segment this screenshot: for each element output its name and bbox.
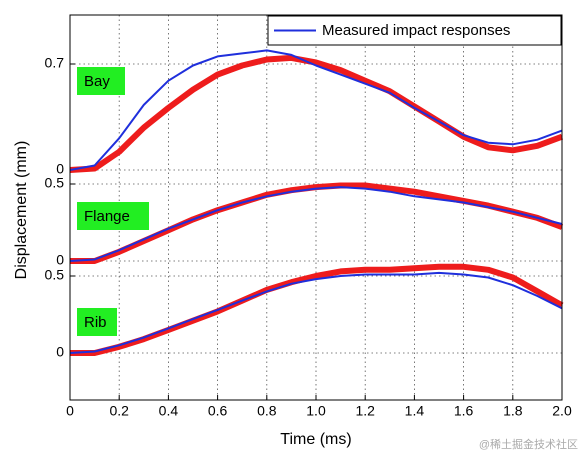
x-tick-label: 1.6	[454, 403, 474, 419]
x-tick-label: 1.2	[355, 403, 375, 419]
series-line	[70, 263, 564, 356]
panel-label-box	[77, 308, 117, 336]
y-tick-label: 0.5	[45, 175, 65, 191]
y-tick-label: 0.5	[45, 267, 65, 283]
x-axis-label: Time (ms)	[280, 431, 351, 448]
x-tick-label: 0.2	[109, 403, 129, 419]
panel-label-box	[77, 67, 125, 95]
panel-label-box	[77, 202, 149, 230]
x-tick-label: 0	[66, 403, 74, 419]
legend-label: Measured impact responses	[322, 22, 510, 39]
y-tick-label: 0.7	[45, 55, 65, 71]
panel-label: Flange	[84, 208, 130, 225]
x-tick-label: 0.6	[208, 403, 228, 419]
watermark: @稀土掘金技术社区	[479, 437, 578, 451]
series-line	[69, 271, 563, 354]
series-line	[69, 186, 563, 262]
y-tick-label: 0	[56, 344, 64, 360]
x-tick-label: 2.0	[552, 403, 572, 419]
y-axis-label: Displacement (mm)	[13, 141, 30, 280]
x-tick-label: 0.4	[159, 403, 179, 419]
y-tick-label: 0	[56, 252, 64, 268]
series-line	[69, 54, 564, 173]
x-tick-label: 0.8	[257, 403, 277, 419]
series-line	[70, 182, 564, 264]
x-tick-label: 1.8	[503, 403, 523, 419]
series-line	[69, 49, 563, 171]
plot-frame	[69, 14, 563, 401]
panel-label: Rib	[84, 314, 107, 331]
legend-box	[267, 15, 562, 46]
x-tick-label: 1.0	[306, 403, 326, 419]
x-tick-label: 1.4	[405, 403, 425, 419]
panel-label: Bay	[84, 73, 110, 90]
y-tick-label: 0	[56, 161, 64, 177]
